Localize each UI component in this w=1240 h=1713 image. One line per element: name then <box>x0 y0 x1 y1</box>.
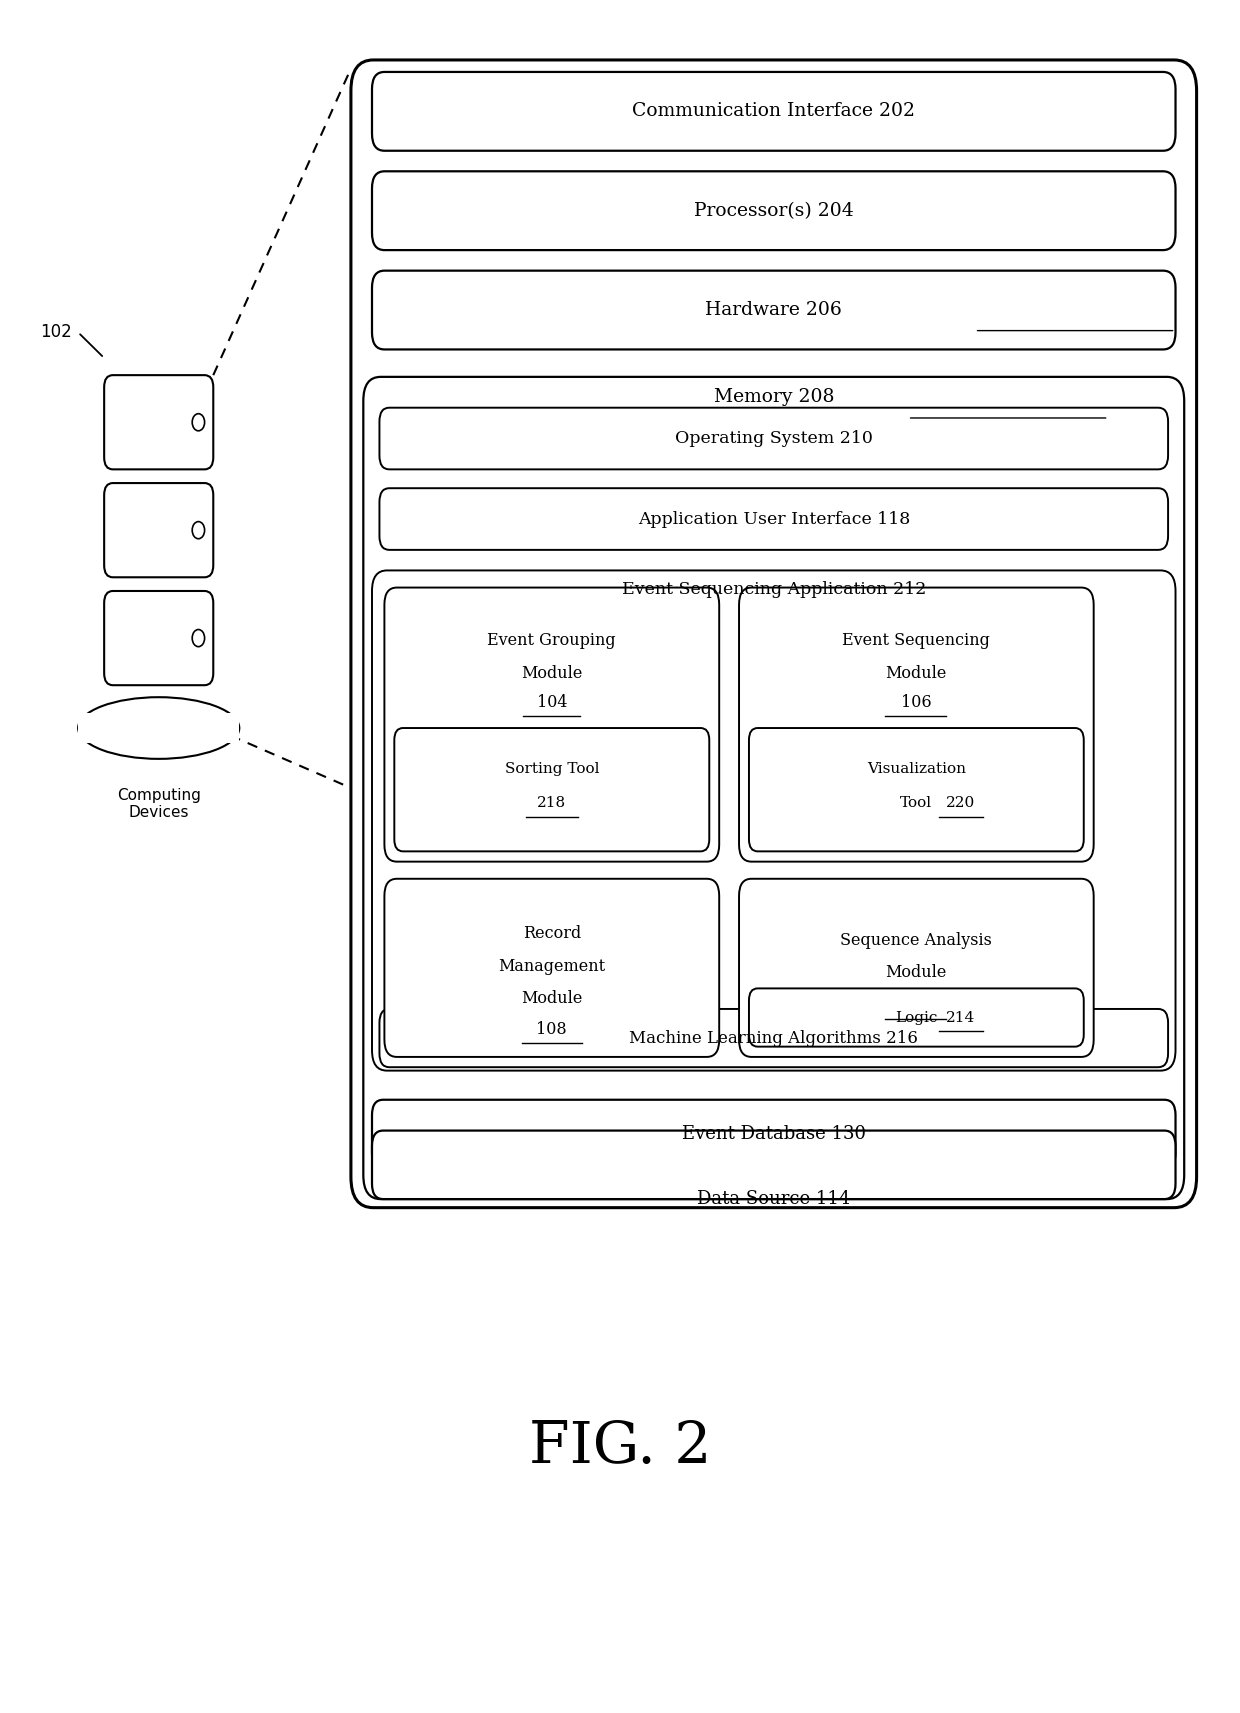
Text: 110: 110 <box>901 997 931 1014</box>
FancyBboxPatch shape <box>739 879 1094 1057</box>
FancyBboxPatch shape <box>379 408 1168 469</box>
Text: Visualization: Visualization <box>867 762 966 776</box>
Text: Computing
Devices: Computing Devices <box>117 788 201 821</box>
FancyBboxPatch shape <box>384 879 719 1057</box>
Text: Module: Module <box>521 665 583 682</box>
FancyBboxPatch shape <box>372 1100 1176 1168</box>
Text: Event Database 130: Event Database 130 <box>682 1125 866 1143</box>
FancyBboxPatch shape <box>351 60 1197 1208</box>
Text: Logic: Logic <box>895 1011 937 1024</box>
Text: Application User Interface 118: Application User Interface 118 <box>637 510 910 528</box>
Text: Record: Record <box>523 925 580 942</box>
Text: 214: 214 <box>946 1011 976 1024</box>
FancyBboxPatch shape <box>749 728 1084 851</box>
Bar <box>78 713 239 743</box>
Text: Management: Management <box>498 958 605 975</box>
FancyBboxPatch shape <box>394 728 709 851</box>
Text: Hardware 206: Hardware 206 <box>706 301 842 319</box>
Text: Sorting Tool: Sorting Tool <box>505 762 599 776</box>
Text: Operating System 210: Operating System 210 <box>675 430 873 447</box>
Text: Event Grouping: Event Grouping <box>487 632 616 649</box>
Text: 220: 220 <box>946 797 976 810</box>
Text: Sequence Analysis: Sequence Analysis <box>841 932 992 949</box>
Text: Memory 208: Memory 208 <box>713 389 835 406</box>
Text: 108: 108 <box>537 1021 567 1038</box>
FancyBboxPatch shape <box>372 271 1176 349</box>
Text: Communication Interface 202: Communication Interface 202 <box>632 103 915 120</box>
FancyBboxPatch shape <box>104 483 213 577</box>
FancyBboxPatch shape <box>104 375 213 469</box>
Text: 104: 104 <box>537 694 567 711</box>
Text: Module: Module <box>521 990 583 1007</box>
Text: Module: Module <box>885 964 947 982</box>
FancyBboxPatch shape <box>372 171 1176 250</box>
FancyBboxPatch shape <box>739 588 1094 862</box>
Text: Module: Module <box>885 665 947 682</box>
FancyBboxPatch shape <box>749 988 1084 1047</box>
Text: 218: 218 <box>537 797 567 810</box>
FancyBboxPatch shape <box>104 591 213 685</box>
Text: Tool: Tool <box>900 797 932 810</box>
FancyBboxPatch shape <box>363 377 1184 1199</box>
Text: Data Source 114: Data Source 114 <box>697 1191 851 1208</box>
FancyBboxPatch shape <box>384 588 719 862</box>
Text: FIG. 2: FIG. 2 <box>528 1420 712 1475</box>
FancyBboxPatch shape <box>372 72 1176 151</box>
Ellipse shape <box>78 697 239 759</box>
Text: 102: 102 <box>40 324 72 341</box>
FancyBboxPatch shape <box>372 570 1176 1071</box>
Text: 106: 106 <box>901 694 931 711</box>
FancyBboxPatch shape <box>379 488 1168 550</box>
Text: Machine Learning Algorithms 216: Machine Learning Algorithms 216 <box>630 1030 918 1047</box>
Text: Processor(s) 204: Processor(s) 204 <box>694 202 853 219</box>
Text: Event Sequencing Application 212: Event Sequencing Application 212 <box>621 581 926 598</box>
Text: Event Sequencing: Event Sequencing <box>842 632 991 649</box>
FancyBboxPatch shape <box>372 1131 1176 1199</box>
FancyBboxPatch shape <box>379 1009 1168 1067</box>
